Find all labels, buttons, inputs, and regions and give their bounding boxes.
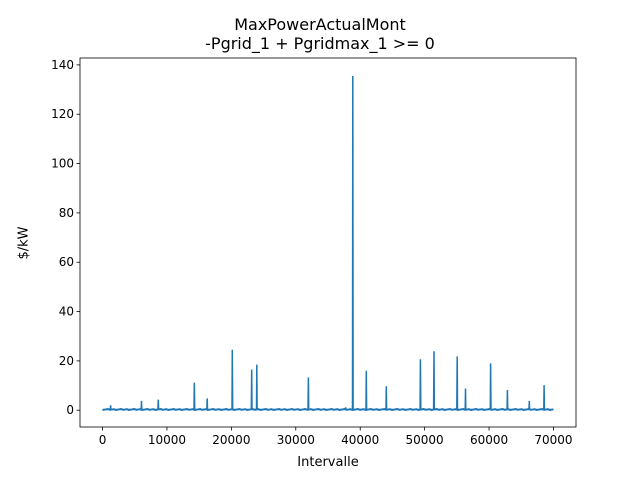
x-tick-label: 70000	[534, 433, 572, 447]
chart-subtitle: -Pgrid_1 + Pgridmax_1 >= 0	[205, 34, 435, 53]
y-tick-label: 20	[59, 354, 74, 368]
series-line-0	[102, 75, 554, 411]
axes-frame	[79, 57, 577, 428]
y-tick-label: 100	[51, 157, 74, 171]
y-tick-label: 40	[59, 305, 74, 319]
x-axis-label: Intervalle	[297, 455, 359, 470]
series-layer	[102, 75, 554, 412]
x-tick-label: 60000	[470, 433, 508, 447]
y-tick-label: 120	[51, 107, 74, 121]
y-tick-label: 140	[51, 58, 74, 72]
y-axis-label: $/kW	[16, 226, 32, 260]
x-tick-label: 30000	[277, 433, 315, 447]
chart-title: MaxPowerActualMont	[234, 15, 406, 34]
y-tick-label: 60	[59, 255, 74, 269]
x-tick-label: 50000	[406, 433, 444, 447]
axes-layer: 0 10000 20000 30000 40000 50000 60000 70000 0 20 4…	[51, 57, 577, 447]
x-tick-label: 0	[99, 433, 107, 447]
x-tick-label: 40000	[341, 433, 379, 447]
y-tick-label: 0	[66, 403, 74, 417]
y-tick-label: 80	[59, 206, 74, 220]
x-tick-label: 10000	[148, 433, 186, 447]
x-tick-label: 20000	[212, 433, 250, 447]
